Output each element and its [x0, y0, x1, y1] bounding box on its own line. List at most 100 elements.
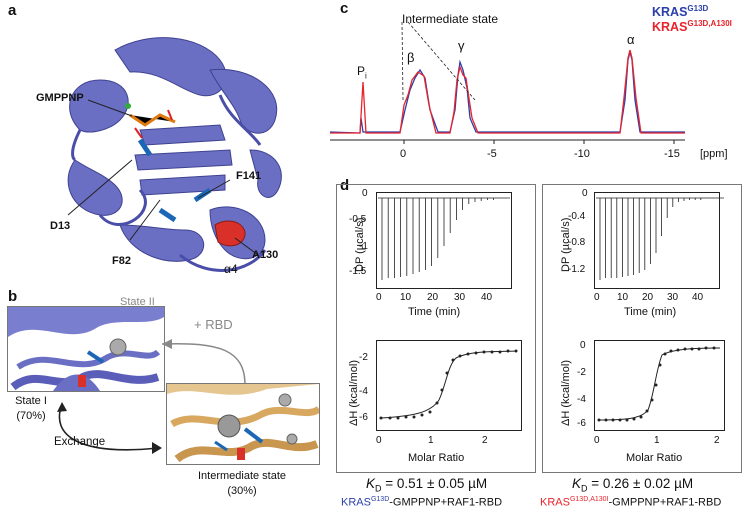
- intermediate-pct: (30%): [227, 485, 257, 497]
- kd-right-k: K: [572, 476, 582, 491]
- exchange-label: Exchange: [54, 436, 106, 448]
- itc-right-isotherm: [594, 340, 725, 431]
- itc-right-iso-ylabel: ΔH (kcal/mol): [560, 359, 572, 426]
- peak-pi-label: Pi: [357, 64, 367, 80]
- itc-right-iso-xtick-1: 1: [654, 435, 660, 446]
- itc-right-dp-plot: [594, 192, 724, 289]
- complex-right-rest: -GMPPNP+RAF1-RBD: [608, 496, 722, 509]
- itc-right-dp-xtick-1: 10: [617, 292, 629, 303]
- itc-right-iso-xtick-2: 2: [714, 435, 720, 446]
- nmr-tick-label-10: -10: [574, 148, 590, 160]
- legend-g13d-sup: G13D: [687, 4, 709, 13]
- nmr-spectrum: [330, 21, 685, 144]
- peak-gamma-label: γ: [458, 38, 465, 53]
- itc-left-box: [336, 184, 536, 473]
- nmr-tick-label-0: 0: [400, 148, 407, 160]
- label-f141: F141: [236, 170, 262, 182]
- peak-beta-label: β: [407, 50, 415, 65]
- itc-right-dp-ytick-2: -0.8: [568, 237, 586, 248]
- itc-left-iso-curve: [380, 350, 517, 419]
- state-ii-structure: [8, 307, 164, 391]
- itc-right-dp-xlabel: Time (min): [624, 306, 677, 318]
- itc-left-iso-xlabel: Molar Ratio: [408, 452, 465, 464]
- itc-right-dp-ytick-0: 0: [582, 188, 588, 199]
- complex-left-sup: G13D: [370, 496, 390, 503]
- exchange-arrow: [57, 402, 162, 454]
- nmr-unit: [ppm]: [700, 148, 728, 160]
- complex-right-sup: G13D,A130I: [569, 496, 609, 503]
- itc-right-dp-xtick-2: 20: [642, 292, 654, 303]
- label-f82: F82: [112, 255, 131, 267]
- rbd-label: + RBD: [194, 317, 233, 332]
- itc-left-iso-ytick-0: -2: [359, 352, 368, 363]
- rbd-arrow: [161, 339, 246, 386]
- itc-left-dp-ytick-1: -0.5: [349, 214, 367, 225]
- state-i-label: State I: [15, 395, 47, 407]
- itc-right-dp-xtick-3: 30: [667, 292, 679, 303]
- kd-right-sub: D: [581, 483, 588, 494]
- label-alpha4: α4: [224, 262, 238, 276]
- itc-left-dp-xtick-2: 20: [427, 292, 439, 303]
- nmr-tick-label-5: -5: [487, 148, 497, 160]
- legend-a130i-sup: G13D,A130I: [687, 19, 732, 28]
- complex-right-name: KRAS: [540, 496, 570, 509]
- intermediate-dash-right: [407, 21, 476, 101]
- itc-left-iso-ytick-1: -4: [359, 386, 368, 397]
- itc-right-iso-points: [597, 346, 716, 422]
- itc-right-iso-curve: [598, 347, 721, 421]
- nmr-intermediate-label: Intermediate state: [402, 12, 499, 26]
- legend-g13d-name: KRAS: [652, 5, 688, 20]
- itc-left-iso-frame: [376, 340, 522, 431]
- peak-alpha-label: α: [627, 32, 635, 47]
- label-gmppnp: GMPPNP: [36, 92, 84, 104]
- intermediate-structure-box: [166, 383, 320, 465]
- kd-right: KD = 0.26 ± 0.02 µM: [572, 476, 693, 494]
- label-a130: A130: [252, 249, 279, 261]
- itc-right-iso-ytick-1: -2: [577, 367, 586, 378]
- intermediate-label: Intermediate state: [197, 470, 287, 482]
- panel-label-c: c: [340, 0, 349, 17]
- panel-label-b: b: [8, 288, 18, 305]
- complex-left-name: KRAS: [341, 496, 371, 509]
- kd-right-value: = 0.26 ± 0.02 µM: [591, 476, 694, 491]
- itc-right-dp-xtick-4: 40: [692, 292, 704, 303]
- itc-left-dp-xlabel: Time (min): [408, 306, 461, 318]
- itc-left-dp-xtick-0: 0: [376, 292, 382, 303]
- itc-left-iso-xtick-2: 2: [482, 435, 488, 446]
- itc-left-iso-xtick-0: 0: [376, 435, 382, 446]
- label-d13: D13: [50, 220, 71, 232]
- legend-kras-g13d-a130i: KRASG13D,A130I: [652, 19, 732, 34]
- spectrum-red-line: [330, 49, 685, 134]
- complex-left: KRASG13D-GMPPNP+RAF1-RBD: [341, 496, 502, 509]
- itc-left-iso-ytick-2: -6: [359, 412, 368, 423]
- itc-right-iso-frame: [594, 340, 725, 431]
- peak-pi-label-text: P: [357, 64, 366, 78]
- panel-label-d: d: [340, 177, 350, 194]
- spectrum-blue-line: [330, 51, 685, 134]
- itc-right-iso-ytick-0: 0: [580, 340, 586, 351]
- itc-right-iso-ytick-2: -4: [577, 394, 586, 405]
- itc-right-dp-xtick-0: 0: [594, 292, 600, 303]
- intermediate-dash-left: [401, 21, 404, 101]
- itc-right-dp-ytick-1: -0.4: [568, 211, 586, 222]
- kd-left: KD = 0.51 ± 0.05 µM: [366, 476, 487, 494]
- itc-left-dp-frame: [376, 192, 512, 289]
- state-ii-label: State II: [120, 296, 155, 308]
- complex-left-rest: -GMPPNP+RAF1-RBD: [389, 496, 503, 509]
- itc-left-iso-points: [379, 349, 518, 420]
- itc-left-dp-xtick-4: 40: [481, 292, 493, 303]
- itc-left-dp-ytick-3: -1.5: [349, 266, 367, 277]
- legend-kras-g13d: KRASG13D: [652, 4, 708, 19]
- itc-right-dp-ytick-3: -1.2: [568, 264, 586, 275]
- legend-a130i-name: KRAS: [652, 20, 688, 35]
- itc-right-iso-xtick-0: 0: [594, 435, 600, 446]
- complex-right: KRASG13D,A130I-GMPPNP+RAF1-RBD: [540, 496, 721, 509]
- itc-right-iso-xlabel: Molar Ratio: [626, 452, 683, 464]
- kd-left-sub: D: [375, 483, 382, 494]
- itc-right-dp-frame: [594, 192, 720, 289]
- itc-left-isotherm: [376, 340, 522, 431]
- itc-right-box: [542, 184, 742, 473]
- kd-left-value: = 0.51 ± 0.05 µM: [385, 476, 488, 491]
- intermediate-structure: [167, 384, 319, 463]
- protein-structure-a: [67, 37, 282, 272]
